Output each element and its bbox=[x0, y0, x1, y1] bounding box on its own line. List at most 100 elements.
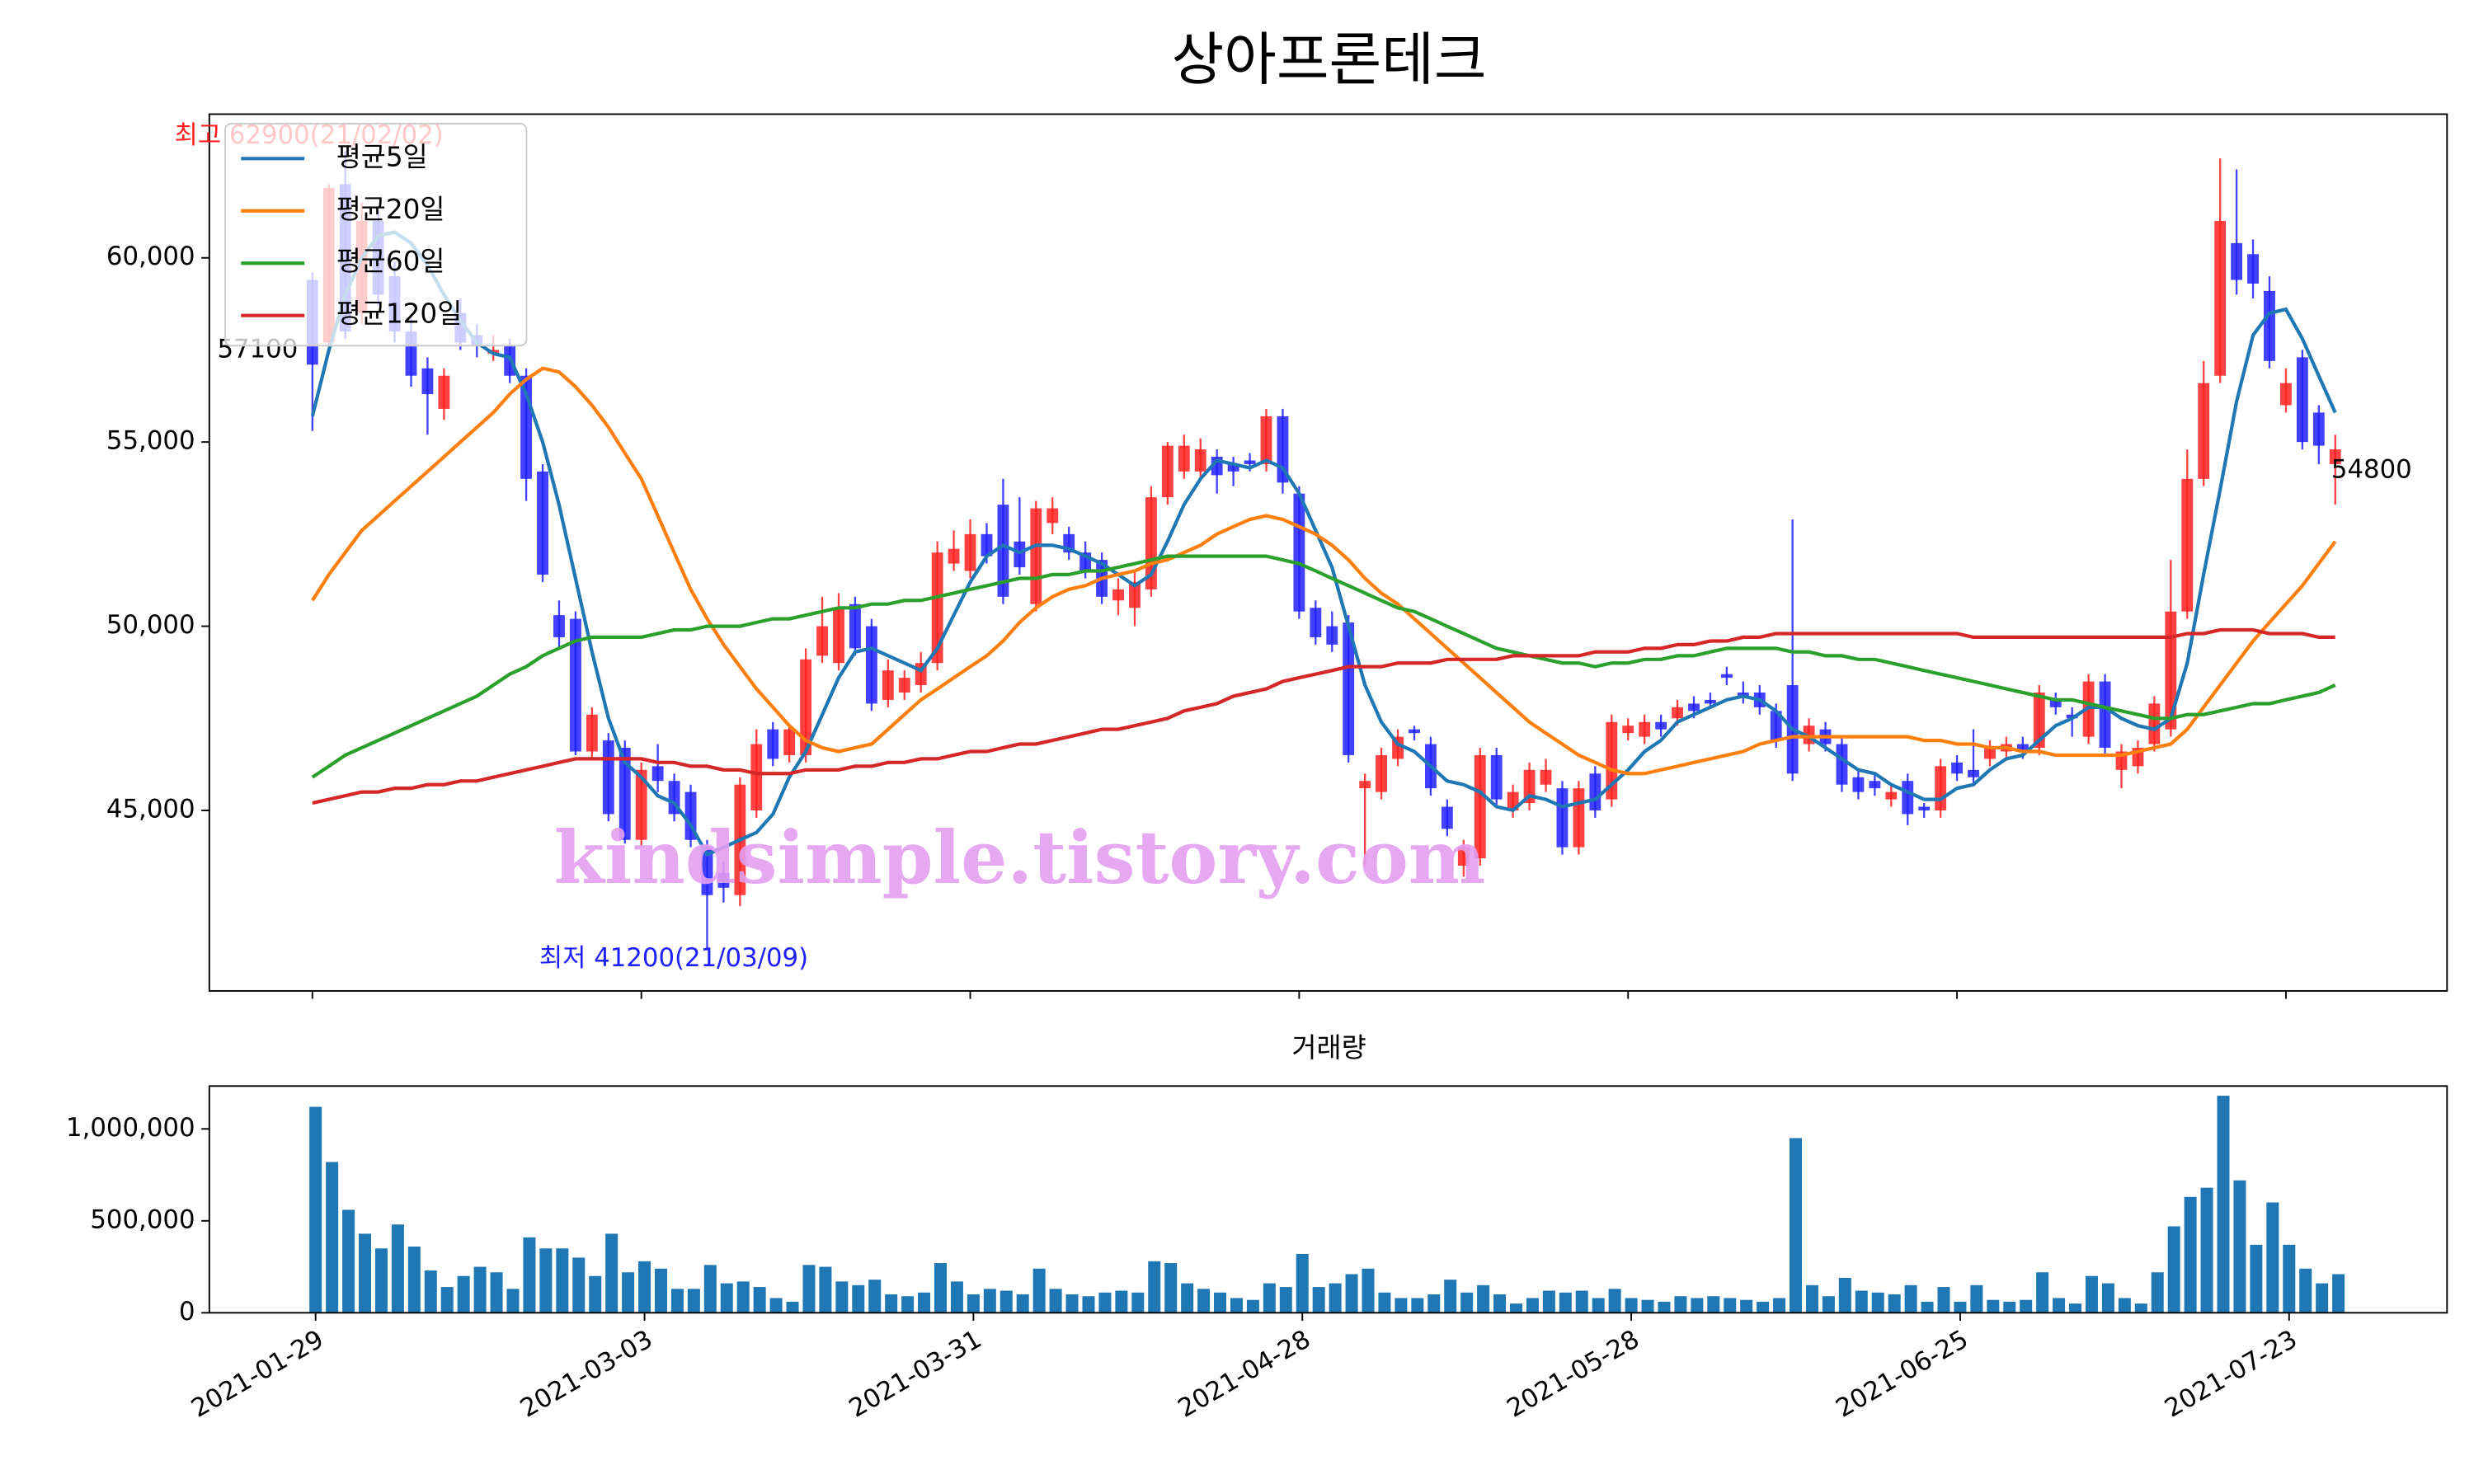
volume-bar bbox=[2233, 1180, 2246, 1313]
candle-body bbox=[816, 626, 828, 656]
volume-bar bbox=[2266, 1202, 2279, 1313]
volume-bar bbox=[687, 1289, 700, 1313]
volume-bar bbox=[819, 1266, 832, 1313]
candle-body bbox=[421, 368, 434, 395]
y-tick-label: 1,000,000 bbox=[66, 1113, 195, 1143]
volume-bar bbox=[852, 1284, 865, 1313]
candle-body bbox=[602, 740, 614, 815]
volume-bar bbox=[2151, 1272, 2164, 1313]
volume-bar bbox=[2299, 1268, 2312, 1313]
volume-bar bbox=[2200, 1187, 2213, 1313]
volume-bar bbox=[1526, 1298, 1539, 1313]
volume-bar bbox=[1296, 1253, 1309, 1313]
volume-bar bbox=[1246, 1299, 1259, 1313]
volume-bar bbox=[1691, 1298, 1704, 1313]
watermark: kindsimple.tistory.com bbox=[554, 815, 1486, 900]
candle-body bbox=[783, 729, 796, 755]
candle-body bbox=[1902, 781, 1914, 815]
volume-bar bbox=[1805, 1284, 1818, 1313]
candle-body bbox=[2280, 383, 2292, 406]
volume-title: 거래량 bbox=[1291, 1032, 1366, 1064]
volume-bar bbox=[918, 1292, 931, 1313]
volume-bar bbox=[1559, 1292, 1572, 1313]
volume-bar bbox=[1345, 1274, 1358, 1313]
candle-body bbox=[1030, 508, 1042, 604]
volume-bar bbox=[2316, 1283, 2329, 1313]
candle-body bbox=[701, 847, 713, 895]
candle-body bbox=[1968, 769, 1979, 777]
volume-bar bbox=[1757, 1301, 1770, 1313]
end-annotation: 54800 bbox=[2331, 455, 2412, 485]
volume-bar bbox=[473, 1266, 487, 1313]
candle-body bbox=[865, 626, 877, 704]
volume-bar bbox=[967, 1294, 980, 1313]
candle-body bbox=[931, 552, 943, 664]
legend-label: 평균120일 bbox=[336, 298, 463, 330]
candle-body bbox=[2329, 449, 2341, 464]
candle-body bbox=[1441, 806, 1453, 829]
ma-line bbox=[311, 554, 2336, 779]
candle-body bbox=[651, 766, 664, 782]
candle-body bbox=[2148, 703, 2161, 744]
volume-bar bbox=[1773, 1298, 1786, 1313]
candle-body bbox=[1556, 788, 1569, 848]
candle-body bbox=[981, 533, 993, 556]
volume-bar bbox=[326, 1162, 339, 1313]
volume-bar bbox=[1904, 1284, 1917, 1313]
legend-label: 평균60일 bbox=[336, 246, 445, 277]
volume-bar bbox=[2085, 1275, 2098, 1313]
volume-bar bbox=[1082, 1296, 1095, 1313]
candle-body bbox=[2247, 254, 2259, 284]
volume-bar bbox=[835, 1281, 849, 1313]
volume-bar bbox=[1740, 1299, 1753, 1313]
volume-bar bbox=[901, 1296, 915, 1313]
volume-bar bbox=[1954, 1301, 1967, 1313]
candle-body bbox=[1589, 773, 1602, 810]
candle-body bbox=[2312, 412, 2325, 446]
candle-body bbox=[2033, 692, 2045, 749]
volume-bar bbox=[934, 1263, 947, 1313]
candle-body bbox=[964, 533, 976, 571]
plot-frame bbox=[208, 1085, 2448, 1314]
volume-bar bbox=[2283, 1244, 2296, 1313]
volume-bar bbox=[654, 1268, 667, 1313]
candle-body bbox=[2099, 681, 2111, 749]
candle-body bbox=[1260, 416, 1272, 464]
volume-bar bbox=[2250, 1244, 2263, 1313]
price-panel: 45,000 50,000 55,000 60,000 bbox=[106, 113, 2448, 999]
y-tick-label: 500,000 bbox=[90, 1205, 195, 1234]
candle-body bbox=[553, 615, 565, 637]
volume-bar bbox=[391, 1224, 404, 1313]
volume-bar bbox=[1937, 1287, 1950, 1313]
volume-bar bbox=[1477, 1284, 1490, 1313]
volume-bar bbox=[342, 1209, 355, 1313]
volume-bar bbox=[736, 1281, 750, 1313]
candle-body bbox=[1310, 608, 1322, 637]
candle-body bbox=[1984, 748, 1996, 759]
volume-bar bbox=[769, 1298, 783, 1313]
volume-bar bbox=[523, 1237, 536, 1313]
candle-body bbox=[570, 618, 581, 752]
candle-body bbox=[635, 769, 647, 840]
ma-line bbox=[312, 627, 2335, 805]
y-tick-label: 55,000 bbox=[106, 426, 195, 456]
volume-bar bbox=[1855, 1290, 1868, 1313]
candle-body bbox=[1293, 493, 1305, 612]
candle-body bbox=[2214, 221, 2227, 376]
candle-body bbox=[2198, 383, 2210, 479]
candle-body bbox=[1112, 589, 1124, 601]
candle-body bbox=[997, 505, 1009, 597]
volume-bar bbox=[868, 1280, 882, 1313]
volume-bar bbox=[1131, 1292, 1145, 1313]
candle-body bbox=[1490, 754, 1503, 800]
legend-box bbox=[224, 123, 528, 347]
volume-bar bbox=[1395, 1298, 1408, 1313]
volume-bar bbox=[1049, 1289, 1062, 1313]
ma-line bbox=[310, 230, 2337, 857]
candle-body bbox=[882, 670, 894, 700]
candle-body bbox=[438, 375, 450, 409]
y-tick-label: 0 bbox=[179, 1297, 195, 1327]
candle-body bbox=[1935, 766, 1947, 810]
